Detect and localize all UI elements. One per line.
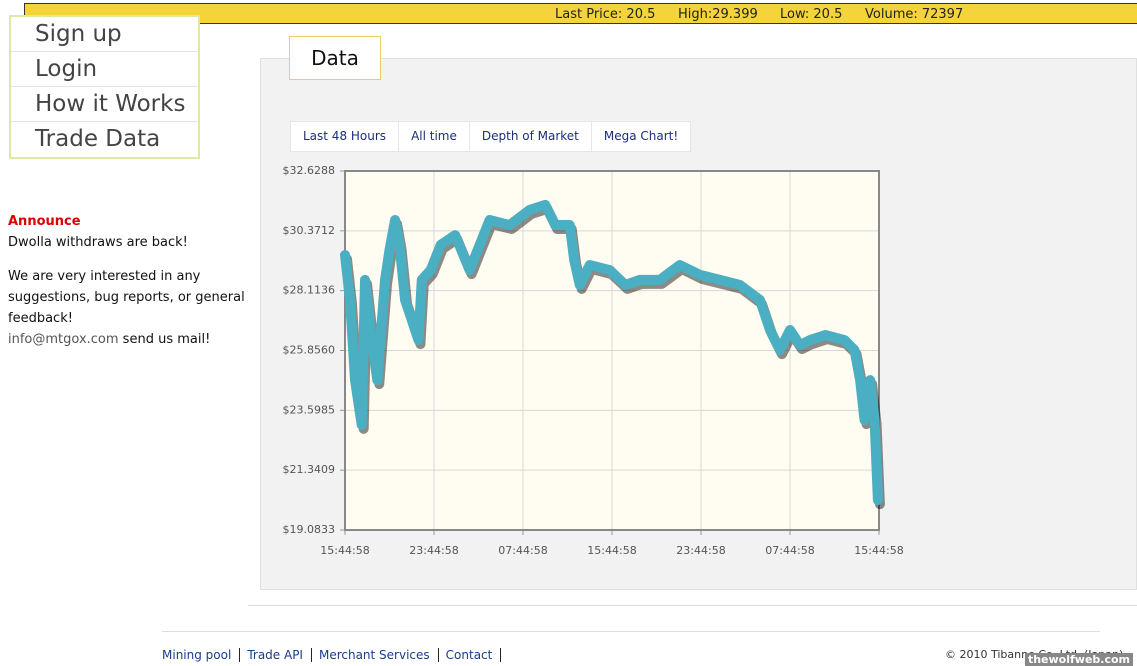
ticker-item: Volume: 72397	[865, 7, 964, 22]
chart: $19.0833 $21.3409 $23.5985 $25.8560 $28.1136…	[283, 164, 904, 557]
chart-button[interactable]: All time	[399, 122, 470, 151]
watermark: thewolfweb.com	[1024, 653, 1133, 666]
footer-link[interactable]: Trade API	[247, 648, 312, 662]
announce-line: We are very interested in any suggestion…	[8, 269, 245, 326]
footer-link[interactable]: Contact	[446, 648, 502, 662]
menu: Sign up Login How it Works Trade Data	[9, 15, 200, 159]
announce: Announce Dwolla withdraws are back! We a…	[8, 211, 248, 350]
chart-button[interactable]: Mega Chart!	[603, 129, 679, 143]
ticker-bar: Last Price: 20.5 High:29.399 Low: 20.5 V…	[24, 3, 1137, 24]
chart-button[interactable]: Last 48 Hours	[291, 122, 400, 151]
price-line	[340, 199, 883, 506]
y-tick-label: $30.3712	[283, 224, 336, 237]
menu-item[interactable]: Login	[11, 52, 198, 87]
menu-item[interactable]: How it Works	[11, 87, 198, 122]
ticker-item: Low: 20.5	[780, 7, 843, 22]
announce-line: Dwolla withdraws are back!	[8, 235, 188, 250]
menu-item[interactable]: Trade Data	[35, 126, 161, 152]
y-tick-label: $23.5985	[283, 403, 336, 416]
y-tick-label: $21.3409	[283, 463, 336, 476]
x-tick-label: 07:44:58	[498, 544, 547, 557]
footer-links: Mining pool Trade API Merchant Services …	[162, 648, 508, 662]
x-tick-label: 23:44:58	[676, 544, 725, 557]
chart-button[interactable]: Depth of Market	[470, 122, 592, 151]
footer-link[interactable]: Merchant Services	[319, 648, 439, 662]
y-tick-label: $28.1136	[283, 284, 336, 297]
y-tick-label: $19.0833	[283, 523, 336, 536]
plot-frame	[344, 170, 880, 531]
tab[interactable]: Data	[289, 36, 381, 80]
footer-link[interactable]: Mining pool	[162, 648, 241, 662]
divider	[162, 631, 1100, 632]
divider	[248, 605, 1137, 606]
x-tick-label: 07:44:58	[765, 544, 814, 557]
ticker-item: Last Price: 20.5	[555, 7, 656, 22]
contact-line: info@mtgox.com send us mail!	[8, 329, 248, 350]
x-tick-label: 15:44:58	[320, 544, 369, 557]
menu-item[interactable]: Sign up	[11, 17, 198, 52]
x-tick-label: 23:44:58	[409, 544, 458, 557]
button-bar: Last 48 Hours All time Depth of Market M…	[290, 121, 692, 152]
x-tick-label: 15:44:58	[587, 544, 636, 557]
y-tick-label: $32.6288	[283, 164, 336, 177]
ticker-item: High:29.399	[678, 7, 758, 22]
contact-text: send us mail!	[118, 332, 211, 347]
email-link[interactable]: info@mtgox.com	[8, 332, 119, 347]
x-tick-label: 15:44:58	[854, 544, 903, 557]
y-tick-label: $25.8560	[283, 344, 336, 357]
announce-title: Announce	[8, 214, 81, 229]
